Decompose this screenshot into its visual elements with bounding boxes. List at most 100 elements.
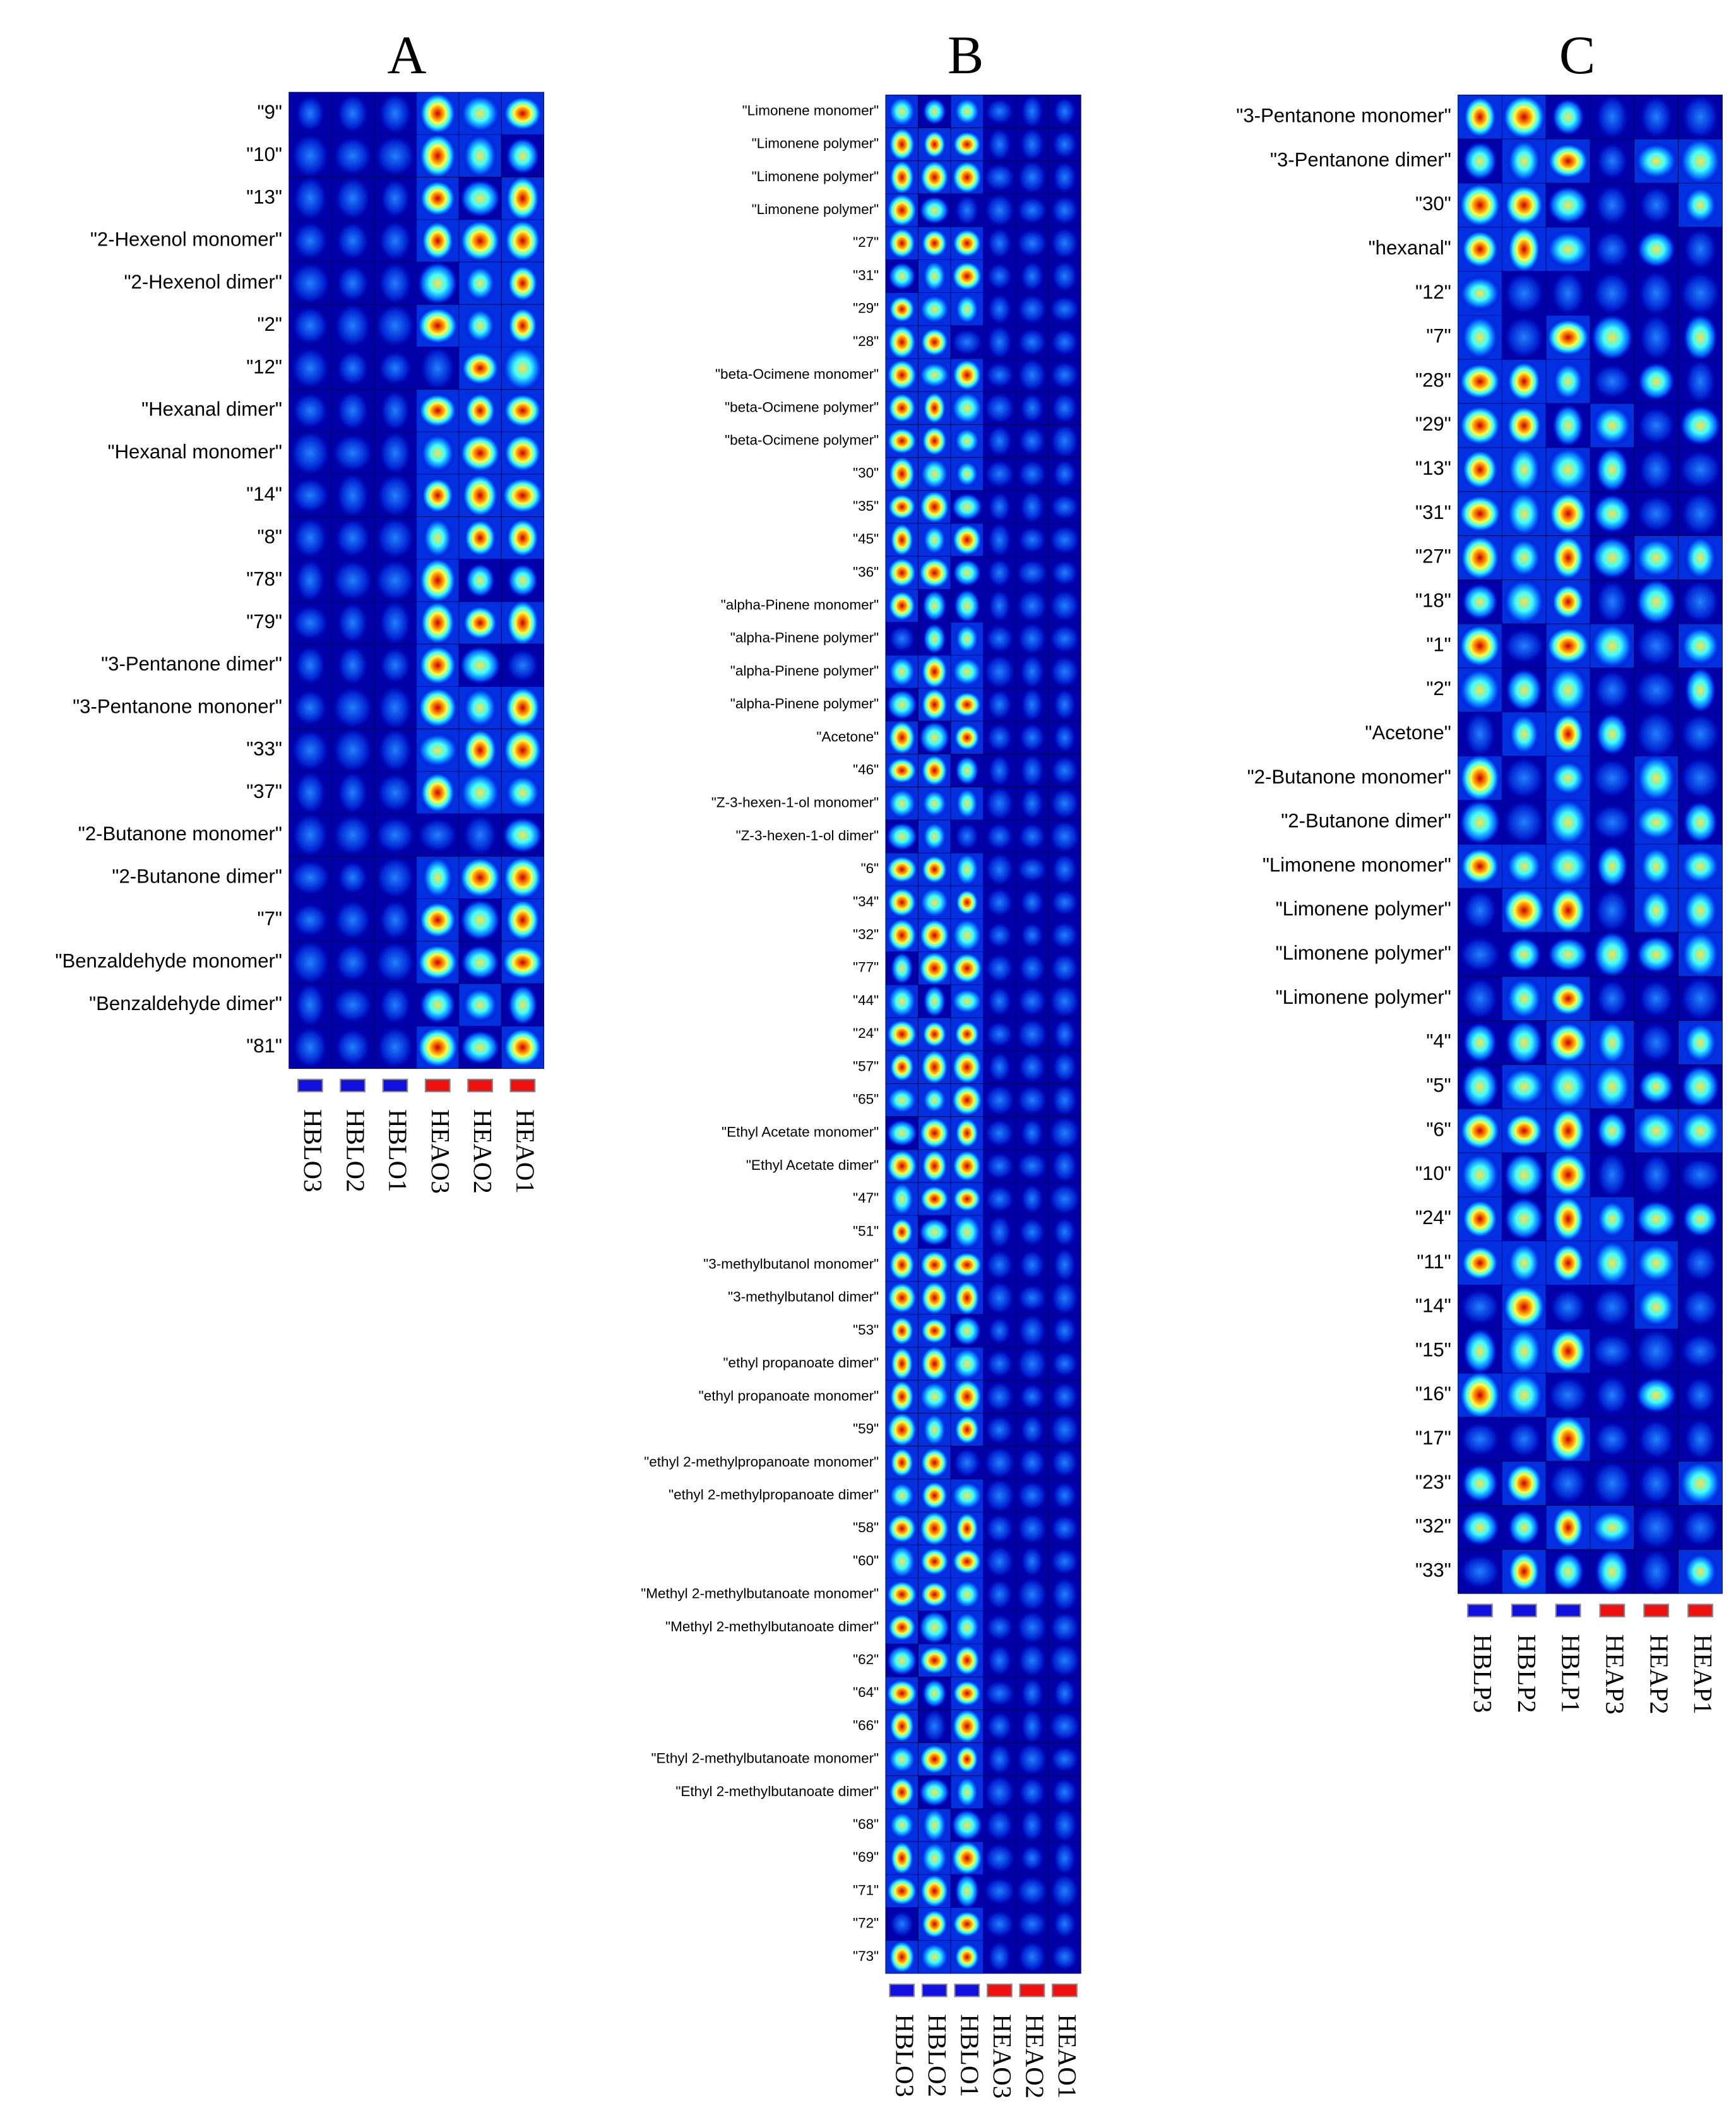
- column-label: HEAO2: [468, 1109, 497, 1194]
- heatmap-spot: [951, 1809, 984, 1842]
- heatmap-spot: [1461, 1463, 1499, 1503]
- heatmap-spot: [1016, 1875, 1049, 1907]
- heatmap-spot: [290, 939, 331, 985]
- heatmap-spot: [1683, 1552, 1718, 1591]
- row-label: "18": [1415, 590, 1451, 612]
- heatmap-spot: [1016, 1610, 1048, 1645]
- row-label: "alpha-Pinene polymer": [730, 663, 879, 679]
- heatmap-spot: [1635, 537, 1678, 578]
- heatmap-spot: [888, 1811, 915, 1840]
- heatmap-spot: [1507, 538, 1542, 578]
- heatmap-spot: [1053, 1217, 1076, 1247]
- heatmap-spot: [886, 1679, 919, 1708]
- heatmap-spot: [951, 1547, 982, 1575]
- heatmap-spot: [1684, 1417, 1717, 1461]
- row-label: "7": [258, 907, 282, 929]
- heatmap-spot: [889, 523, 914, 557]
- row-label: "9": [258, 101, 282, 123]
- row-label: "Hexanal monomer": [108, 441, 282, 463]
- heatmap-spot: [378, 92, 412, 136]
- heatmap-spot: [1635, 1376, 1678, 1414]
- heatmap-spot: [1549, 1288, 1587, 1326]
- heatmap-spot: [336, 860, 369, 895]
- heatmap-spot: [335, 943, 371, 982]
- heatmap-spot: [1053, 1909, 1076, 1939]
- row-label: "3-methylbutanol monomer": [703, 1256, 879, 1272]
- heatmap-spot: [1461, 1245, 1499, 1281]
- heatmap-spot: [952, 1214, 982, 1250]
- heatmap-spot: [951, 988, 984, 1015]
- heatmap-spot: [1051, 1083, 1078, 1117]
- row-label: "Acetone": [1365, 722, 1451, 744]
- heatmap-spot: [987, 688, 1013, 721]
- heatmap-spot: [887, 324, 917, 360]
- row-label: "30": [1415, 193, 1451, 215]
- heatmap-spot: [1459, 182, 1501, 227]
- heatmap-spot: [921, 426, 948, 456]
- heatmap-spot: [502, 728, 542, 773]
- heatmap-spot: [421, 477, 454, 514]
- heatmap-spot: [1017, 160, 1047, 195]
- heatmap-spot: [460, 94, 501, 133]
- heatmap-spot: [463, 729, 497, 772]
- heatmap-spot: [922, 1020, 947, 1048]
- panel-title: B: [948, 25, 984, 85]
- row-label: "68": [853, 1816, 879, 1832]
- heatmap-spot: [502, 855, 543, 900]
- heatmap-spot: [1050, 1872, 1079, 1909]
- heatmap-spot: [461, 351, 499, 386]
- heatmap-spot: [888, 1745, 917, 1774]
- heatmap-spot: [886, 1580, 918, 1609]
- heatmap-spot: [1049, 624, 1081, 653]
- heatmap-spot: [1547, 185, 1590, 225]
- heatmap-spot: [1639, 846, 1673, 886]
- heatmap-spot: [1502, 756, 1545, 800]
- heatmap-spot: [1682, 1200, 1719, 1238]
- heatmap-spot: [953, 723, 980, 751]
- row-label: "59": [853, 1421, 879, 1437]
- heatmap-spot: [987, 227, 1013, 259]
- heatmap-spot: [919, 1117, 950, 1150]
- row-label: "2-Butanone monomer": [78, 823, 282, 845]
- heatmap-spot: [1051, 1350, 1078, 1378]
- heatmap-spot: [954, 852, 980, 887]
- column-label: HBLO2: [341, 1109, 369, 1192]
- row-label: "35": [853, 498, 879, 514]
- heatmap-spot: [955, 1512, 979, 1545]
- heatmap-spot: [887, 788, 917, 819]
- heatmap-spot: [987, 127, 1012, 162]
- heatmap-spot: [1548, 666, 1588, 714]
- heatmap-spot: [335, 472, 370, 519]
- heatmap-spot: [1053, 1247, 1076, 1283]
- heatmap-spot: [1680, 713, 1721, 756]
- heatmap-spot: [1549, 1415, 1588, 1464]
- column-label: HBLO1: [384, 1109, 412, 1192]
- heatmap-spot: [920, 1942, 949, 1972]
- legend-swatch: [1555, 1604, 1581, 1617]
- heatmap-spot: [1050, 787, 1079, 820]
- heatmap-spot: [889, 1910, 915, 1938]
- row-label: "3-Pentanone mononer": [73, 695, 282, 717]
- heatmap-spot: [1051, 391, 1078, 424]
- row-label: "alpha-Pinene polymer": [730, 696, 879, 711]
- heatmap-spot: [374, 816, 416, 854]
- heatmap-spot: [334, 1028, 371, 1067]
- heatmap-spot: [1639, 1152, 1673, 1197]
- heatmap-spot: [1462, 890, 1498, 931]
- heatmap-spot: [986, 1711, 1013, 1742]
- heatmap-spot: [1593, 1421, 1631, 1458]
- heatmap-spot: [1547, 936, 1590, 972]
- heatmap-spot: [921, 855, 948, 884]
- heatmap-spot: [1547, 143, 1589, 179]
- legend-swatch: [1052, 1984, 1078, 1997]
- heatmap-spot: [1508, 713, 1540, 755]
- row-label: "57": [853, 1058, 879, 1074]
- heatmap-spot: [984, 1477, 1016, 1514]
- heatmap-spot: [1502, 1067, 1546, 1106]
- heatmap-spot: [888, 95, 916, 128]
- heatmap-spot: [1050, 1381, 1079, 1412]
- heatmap-spot: [1639, 95, 1674, 140]
- heatmap-spot: [954, 1280, 980, 1316]
- heatmap-spot: [295, 558, 326, 603]
